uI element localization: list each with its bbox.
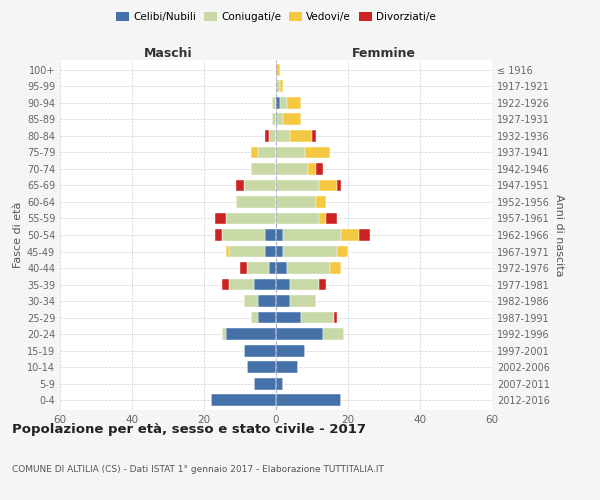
Bar (258, 295, 276, 307)
Bar (319, 180, 337, 192)
Bar (215, 229, 222, 241)
Bar (283, 229, 341, 241)
Bar (276, 344, 305, 356)
Bar (334, 312, 337, 324)
Bar (244, 295, 258, 307)
Bar (276, 196, 316, 208)
Bar (276, 278, 290, 290)
Bar (290, 278, 319, 290)
Bar (276, 262, 287, 274)
Bar (265, 229, 276, 241)
Bar (319, 212, 326, 224)
Bar (305, 146, 330, 158)
Bar (283, 114, 301, 126)
Bar (330, 262, 341, 274)
Bar (276, 246, 283, 258)
Bar (254, 378, 276, 390)
Bar (341, 229, 359, 241)
Y-axis label: Anni di nascita: Anni di nascita (554, 194, 564, 276)
Bar (247, 262, 269, 274)
Bar (269, 262, 276, 274)
Bar (283, 246, 337, 258)
Bar (247, 361, 276, 373)
Text: Femmine: Femmine (352, 47, 416, 60)
Bar (226, 246, 229, 258)
Y-axis label: Fasce di età: Fasce di età (13, 202, 23, 268)
Bar (269, 130, 276, 142)
Bar (272, 97, 276, 109)
Bar (276, 64, 280, 76)
Bar (280, 97, 287, 109)
Bar (308, 163, 316, 175)
Bar (323, 328, 344, 340)
Bar (276, 295, 290, 307)
Bar (251, 146, 258, 158)
Bar (290, 130, 312, 142)
Bar (276, 163, 308, 175)
Bar (258, 312, 276, 324)
Bar (337, 246, 348, 258)
Bar (287, 97, 301, 109)
Bar (359, 229, 370, 241)
Bar (265, 130, 269, 142)
Bar (244, 344, 276, 356)
Bar (211, 394, 276, 406)
Bar (222, 229, 265, 241)
Bar (280, 80, 283, 92)
Bar (240, 262, 247, 274)
Bar (236, 196, 276, 208)
Bar (276, 180, 319, 192)
Bar (226, 328, 276, 340)
Bar (316, 196, 326, 208)
Bar (276, 312, 301, 324)
Bar (337, 180, 341, 192)
Bar (276, 229, 283, 241)
Bar (319, 278, 326, 290)
Bar (215, 212, 226, 224)
Bar (229, 278, 254, 290)
Bar (290, 295, 316, 307)
Bar (226, 212, 276, 224)
Bar (244, 180, 276, 192)
Legend: Celibi/Nubili, Coniugati/e, Vedovi/e, Divorziati/e: Celibi/Nubili, Coniugati/e, Vedovi/e, Di… (112, 8, 440, 26)
Bar (326, 212, 337, 224)
Bar (265, 246, 276, 258)
Bar (276, 394, 341, 406)
Bar (254, 278, 276, 290)
Bar (258, 146, 276, 158)
Bar (276, 130, 290, 142)
Bar (316, 163, 323, 175)
Bar (276, 361, 298, 373)
Bar (276, 114, 283, 126)
Bar (312, 130, 316, 142)
Bar (222, 278, 229, 290)
Bar (272, 114, 276, 126)
Bar (287, 262, 330, 274)
Bar (276, 146, 305, 158)
Text: COMUNE DI ALTILIA (CS) - Dati ISTAT 1° gennaio 2017 - Elaborazione TUTTITALIA.IT: COMUNE DI ALTILIA (CS) - Dati ISTAT 1° g… (12, 465, 384, 474)
Bar (276, 328, 323, 340)
Bar (251, 163, 276, 175)
Bar (251, 312, 258, 324)
Bar (276, 97, 280, 109)
Text: Maschi: Maschi (143, 47, 193, 60)
Bar (276, 378, 283, 390)
Bar (301, 312, 334, 324)
Bar (229, 246, 265, 258)
Bar (222, 328, 226, 340)
Bar (236, 180, 244, 192)
Text: Popolazione per età, sesso e stato civile - 2017: Popolazione per età, sesso e stato civil… (12, 422, 366, 436)
Bar (276, 212, 319, 224)
Bar (276, 80, 280, 92)
